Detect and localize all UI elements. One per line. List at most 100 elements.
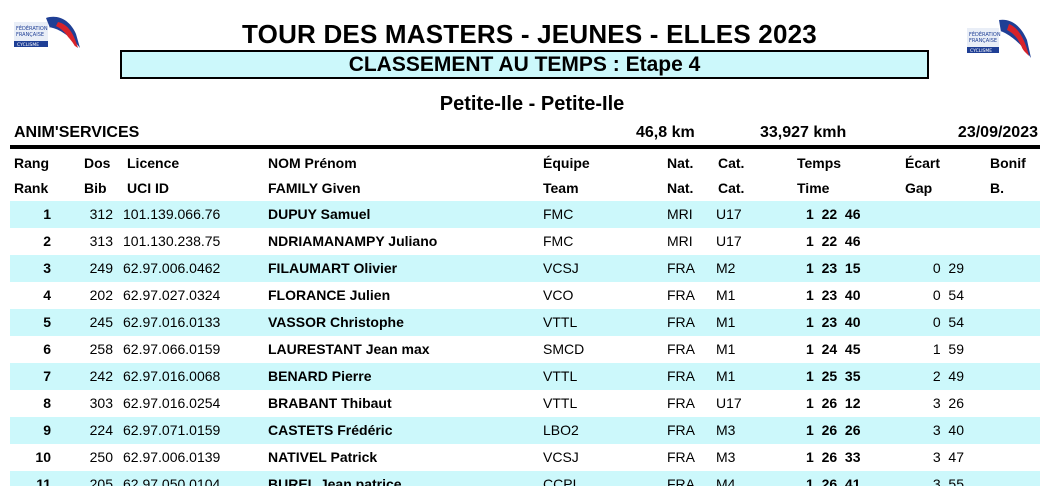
bib-cell: 202 — [89, 287, 113, 303]
table-row: 1 312 101.139.066.76 DUPUY Samuel FMC MR… — [10, 201, 1040, 228]
svg-text:FRANÇAISE: FRANÇAISE — [16, 32, 44, 38]
nat-cell: FRA — [667, 260, 695, 276]
team-cell: SMCD — [543, 341, 585, 357]
bib-cell: 205 — [89, 476, 113, 486]
name-cell: BUREL Jean patrice — [268, 476, 402, 486]
table-row: 9 224 62.97.071.0159 CASTETS Frédéric LB… — [10, 417, 1040, 444]
team-cell: VCSJ — [543, 260, 579, 276]
cat-cell: U17 — [716, 233, 742, 249]
table-row: 3 249 62.97.006.0462 FILAUMART Olivier V… — [10, 255, 1040, 282]
cat-cell: M1 — [716, 368, 736, 384]
team-cell: VTTL — [543, 395, 578, 411]
gap-cell: 2 49 — [932, 368, 964, 384]
bib-cell: 249 — [89, 260, 113, 276]
bib-cell: 258 — [89, 341, 113, 357]
bib-cell: 242 — [89, 368, 113, 384]
time-cell: 1 26 33 — [806, 449, 861, 465]
svg-text:FRANÇAISE: FRANÇAISE — [969, 38, 997, 44]
svg-text:CYCLISME: CYCLISME — [970, 48, 992, 54]
time-cell: 1 22 46 — [806, 206, 861, 222]
nat-cell: FRA — [667, 422, 695, 438]
table-row: 10 250 62.97.006.0139 NATIVEL Patrick VC… — [10, 444, 1040, 471]
licence-cell: 62.97.016.0068 — [123, 368, 221, 384]
ranking-subtitle: CLASSEMENT AU TEMPS : Etape 4 — [120, 50, 929, 79]
col-header-bonif: Bonif — [990, 155, 1026, 171]
licence-cell: 101.130.238.75 — [123, 233, 221, 249]
bib-cell: 313 — [89, 233, 113, 249]
team-cell: LBO2 — [543, 422, 579, 438]
nat-cell: FRA — [667, 395, 695, 411]
table-row: 4 202 62.97.027.0324 FLORANCE Julien VCO… — [10, 282, 1040, 309]
average-speed: 33,927 kmh — [760, 124, 847, 141]
stage-route: Petite-Ile - Petite-Ile — [439, 93, 625, 115]
time-cell: 1 26 41 — [806, 476, 861, 486]
nat-cell: FRA — [667, 341, 695, 357]
col-header-nat-2: Nat. — [667, 180, 694, 196]
time-cell: 1 26 26 — [806, 422, 861, 438]
col-header-uci-id: UCI ID — [127, 180, 169, 196]
time-cell: 1 24 45 — [806, 341, 861, 357]
rank-cell: 2 — [43, 233, 51, 249]
licence-cell: 62.97.006.0462 — [123, 260, 221, 276]
col-header-dos: Dos — [84, 155, 111, 171]
team-cell: VTTL — [543, 314, 578, 330]
team-cell: FMC — [543, 233, 574, 249]
col-header-bonus: B. — [990, 180, 1004, 196]
gap-cell: 3 26 — [932, 395, 964, 411]
cat-cell: M3 — [716, 449, 736, 465]
col-header-time: Time — [797, 180, 830, 196]
cat-cell: U17 — [716, 206, 742, 222]
nat-cell: MRI — [667, 233, 693, 249]
col-header-nat: Nat. — [667, 155, 694, 171]
time-cell: 1 26 12 — [806, 395, 861, 411]
rank-cell: 1 — [43, 206, 51, 222]
bib-cell: 245 — [89, 314, 113, 330]
cat-cell: U17 — [716, 395, 742, 411]
name-cell: BRABANT Thibaut — [268, 395, 392, 411]
licence-cell: 62.97.066.0159 — [123, 341, 221, 357]
licence-cell: 62.97.050.0104 — [123, 476, 221, 486]
licence-cell: 101.139.066.76 — [123, 206, 221, 222]
team-cell: VCO — [543, 287, 574, 303]
header-divider — [10, 145, 1040, 149]
time-cell: 1 22 46 — [806, 233, 861, 249]
col-header-cat-2: Cat. — [718, 180, 745, 196]
table-row: 2 313 101.130.238.75 NDRIAMANAMPY Julian… — [10, 228, 1040, 255]
distance: 46,8 km — [636, 124, 695, 141]
rank-cell: 4 — [43, 287, 51, 303]
licence-cell: 62.97.016.0254 — [123, 395, 221, 411]
organizer: ANIM'SERVICES — [14, 124, 140, 141]
cat-cell: M4 — [716, 476, 736, 486]
licence-cell: 62.97.027.0324 — [123, 287, 221, 303]
time-cell: 1 23 40 — [806, 314, 861, 330]
nat-cell: FRA — [667, 449, 695, 465]
svg-text:FÉDÉRATION: FÉDÉRATION — [16, 24, 48, 32]
col-header-team: Team — [543, 180, 579, 196]
gap-cell: 1 59 — [932, 341, 964, 357]
col-header-temps: Temps — [797, 155, 842, 171]
col-header-rank: Rank — [14, 180, 49, 196]
cat-cell: M1 — [716, 341, 736, 357]
rank-cell: 5 — [43, 314, 51, 330]
nat-cell: FRA — [667, 476, 695, 486]
gap-cell: 3 55 — [932, 476, 964, 486]
gap-cell: 3 40 — [932, 422, 964, 438]
col-header-gap: Gap — [905, 180, 933, 196]
rank-cell: 6 — [43, 341, 51, 357]
nat-cell: MRI — [667, 206, 693, 222]
ffc-logo-right: FÉDÉRATION FRANÇAISE CYCLISME — [963, 18, 1035, 64]
rank-cell: 11 — [36, 476, 51, 486]
page-title: TOUR DES MASTERS - JEUNES - ELLES 2023 — [242, 19, 817, 49]
col-header-cat: Cat. — [718, 155, 745, 171]
col-header-nom: NOM Prénom — [268, 155, 357, 171]
svg-text:CYCLISME: CYCLISME — [17, 42, 39, 48]
table-row: 5 245 62.97.016.0133 VASSOR Christophe V… — [10, 309, 1040, 336]
table-row: 6 258 62.97.066.0159 LAURESTANT Jean max… — [10, 336, 1040, 363]
team-cell: CCPI — [543, 476, 577, 486]
team-cell: FMC — [543, 206, 574, 222]
name-cell: NDRIAMANAMPY Juliano — [268, 233, 438, 249]
col-header-ecart: Écart — [905, 155, 941, 171]
cat-cell: M2 — [716, 260, 736, 276]
ffc-logo-left: FÉDÉRATION FRANÇAISE CYCLISME — [10, 14, 84, 62]
name-cell: FLORANCE Julien — [268, 287, 391, 303]
